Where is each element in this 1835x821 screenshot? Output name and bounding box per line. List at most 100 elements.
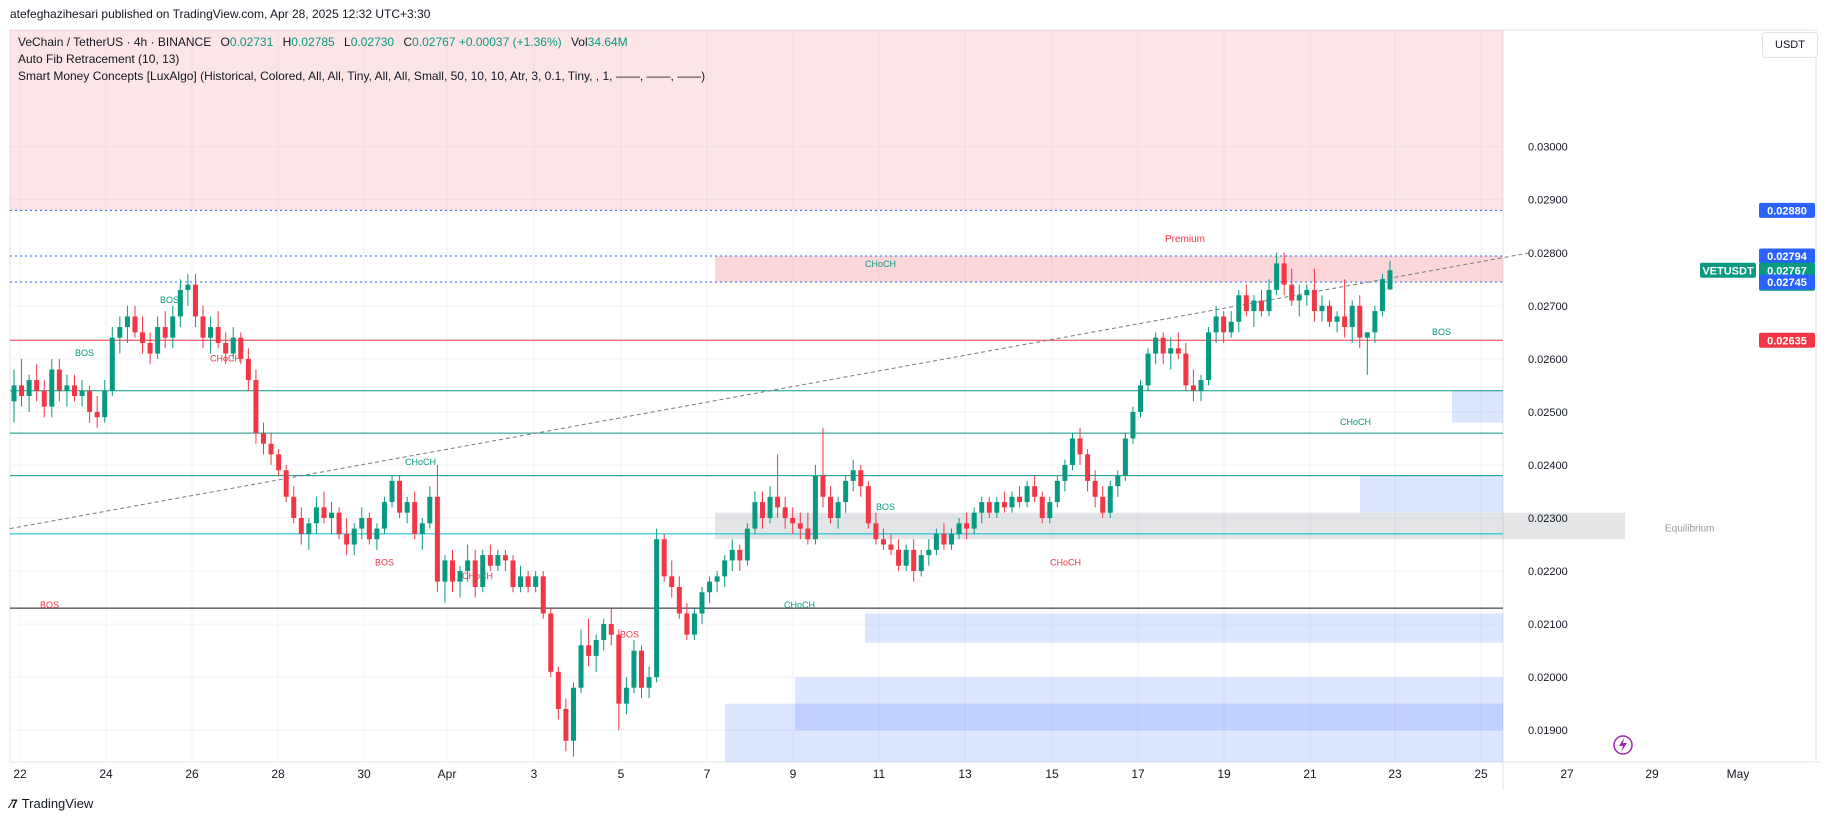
- candle-body: [109, 337, 115, 391]
- candle-body: [389, 480, 395, 503]
- candle-body: [238, 337, 244, 359]
- candle-body: [268, 443, 274, 455]
- candle-body: [911, 549, 917, 572]
- candle-body: [1115, 475, 1121, 487]
- candle-body: [366, 518, 372, 540]
- x-tick-label: May: [1727, 767, 1750, 781]
- candle-body: [1342, 316, 1348, 328]
- structure-label: Equilibrium: [1665, 523, 1714, 534]
- candle-body: [344, 533, 350, 545]
- candle-body: [1206, 332, 1212, 381]
- candle-body: [321, 507, 327, 518]
- candle-body: [450, 560, 456, 582]
- candle-body: [155, 327, 161, 354]
- candle-body: [752, 502, 758, 529]
- candle-body: [1266, 289, 1272, 312]
- candle-body: [465, 560, 471, 572]
- candle-body: [639, 650, 645, 688]
- candle-body: [1281, 263, 1287, 285]
- candle-body: [669, 576, 675, 587]
- candle-body: [192, 284, 198, 317]
- time-axis[interactable]: 22 24 26 28 30 Apr 3 5 7 9 11 13 15 17 19 21 23 25 27 29 May: [13, 767, 1749, 781]
- candle-body: [1349, 305, 1355, 328]
- x-tick-label: 23: [1388, 767, 1402, 781]
- x-tick-label: 9: [790, 767, 797, 781]
- candle-body: [1251, 300, 1257, 312]
- candle-body: [1228, 321, 1234, 333]
- candle-body: [956, 523, 962, 534]
- chart-legend: VeChain / TetherUS · 4h · BINANCE O 0.027…: [18, 34, 705, 85]
- candle-body: [11, 385, 17, 402]
- candle-body: [843, 480, 849, 503]
- candle-body: [767, 496, 773, 518]
- candle-body: [1085, 454, 1091, 481]
- candle-body: [472, 560, 478, 587]
- candle-body: [381, 502, 387, 529]
- candle-body: [1100, 496, 1106, 513]
- candle-body: [56, 369, 62, 391]
- x-tick-label: 28: [271, 767, 285, 781]
- y-tick-label: 0.02200: [1528, 566, 1568, 578]
- structure-label: BOS: [375, 558, 394, 568]
- volume-value: 34.64M: [587, 35, 628, 49]
- candle-body: [805, 528, 811, 540]
- candle-body: [540, 576, 546, 614]
- symbol-title[interactable]: VeChain / TetherUS · 4h · BINANCE: [18, 35, 212, 49]
- candle-body: [170, 316, 176, 338]
- structure-label: BOS: [876, 502, 895, 512]
- candle-body: [850, 470, 856, 481]
- indicator-fib[interactable]: Auto Fib Retracement (10, 13): [18, 52, 180, 66]
- order-block: [865, 613, 1503, 643]
- candle-body: [880, 539, 886, 545]
- structure-label: BOS: [40, 600, 59, 610]
- candle-body: [676, 586, 682, 614]
- candle-body: [215, 327, 221, 343]
- indicator-smc[interactable]: Smart Money Concepts [LuxAlgo] (Historic…: [18, 69, 706, 83]
- price-chart[interactable]: Premium Equilibrium CHoCH BOS BOS BOS CHoCH CHo…: [0, 0, 1835, 790]
- footer-brand[interactable]: ⁄7 TradingView: [10, 796, 93, 811]
- structure-label: BOS: [160, 295, 179, 305]
- structure-label: BOS: [620, 629, 639, 639]
- candle-body: [49, 369, 55, 407]
- candle-body: [245, 358, 251, 381]
- y-tick-label: 0.02700: [1528, 301, 1568, 313]
- candle-body: [1138, 385, 1144, 412]
- structure-label: BOS: [75, 348, 94, 358]
- candle-body: [858, 470, 864, 487]
- close-value: 0.02767: [412, 35, 456, 49]
- candle-body: [691, 613, 697, 635]
- tradingview-logo-icon: ⁄7: [10, 796, 18, 811]
- y-tick-label: 0.02000: [1528, 672, 1568, 684]
- price-axis[interactable]: 0.03000 0.02900 0.02800 0.02700 0.02600 0.025…: [1528, 142, 1568, 737]
- x-tick-label: 26: [185, 767, 199, 781]
- x-tick-label: 11: [873, 767, 886, 781]
- candle-body: [1190, 385, 1196, 391]
- candle-body: [555, 671, 561, 709]
- candle-body: [427, 496, 433, 524]
- footer-brand-label: TradingView: [21, 796, 94, 811]
- candle-body: [948, 533, 954, 545]
- candle-body: [208, 327, 214, 338]
- candle-body: [986, 502, 992, 513]
- candle-body: [412, 502, 418, 534]
- candle-body: [1379, 279, 1385, 312]
- candle-body: [933, 533, 939, 550]
- structure-label: CHoCH: [405, 457, 436, 467]
- zones: [10, 30, 1625, 762]
- candle-body: [1296, 295, 1302, 301]
- candle-body: [525, 576, 531, 587]
- candle-body: [593, 640, 599, 656]
- low-label: L: [344, 35, 351, 49]
- candle-body: [548, 613, 554, 672]
- candle-body: [918, 555, 924, 572]
- candle-body: [510, 560, 516, 587]
- currency-button[interactable]: USDT: [1762, 32, 1818, 58]
- publish-header: atefeghazihesari published on TradingVie…: [0, 0, 1835, 26]
- y-tick-label: 0.02100: [1528, 619, 1568, 631]
- order-block: [795, 703, 1503, 731]
- candle-body: [185, 284, 191, 290]
- candle-body: [253, 380, 259, 434]
- candle-body: [835, 502, 841, 518]
- candle-body: [419, 523, 425, 534]
- open-label: O: [220, 35, 230, 49]
